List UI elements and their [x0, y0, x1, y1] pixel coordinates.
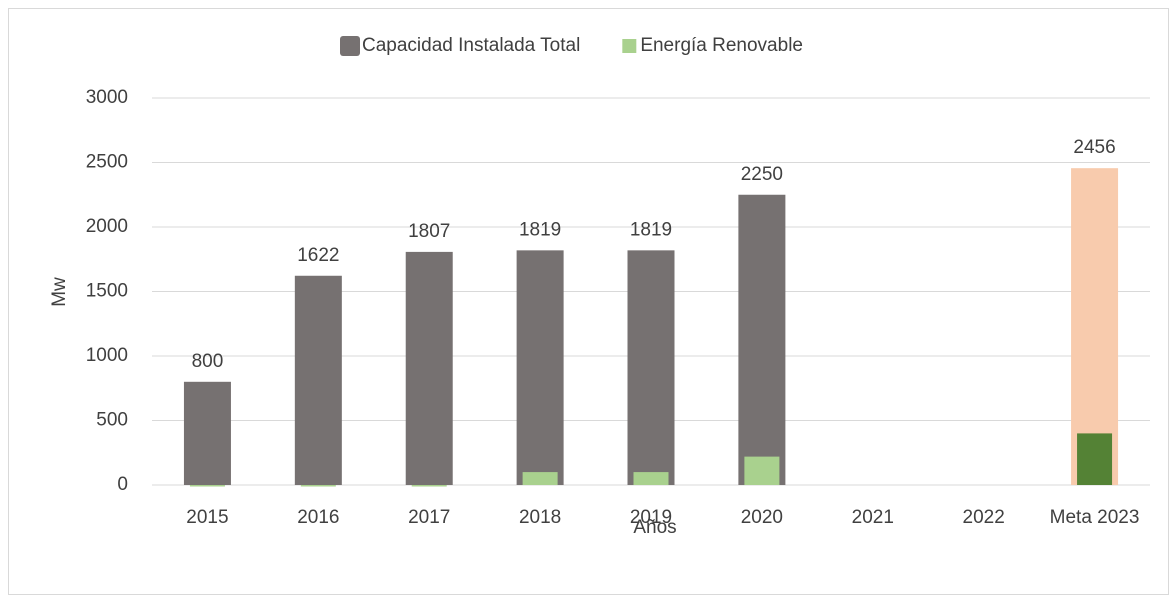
x-tick-label: 2016 [297, 507, 339, 528]
x-tick-label: 2015 [186, 507, 228, 528]
bar [300, 485, 336, 487]
legend-swatch [340, 36, 360, 56]
y-axis-label: Mw [49, 277, 70, 307]
data-label: 1807 [408, 221, 450, 242]
data-label: 1819 [519, 219, 561, 240]
bar [738, 194, 786, 485]
bar [411, 485, 447, 487]
legend-swatch [622, 39, 637, 53]
y-tick-label: 1500 [86, 281, 128, 302]
data-label: 800 [192, 351, 224, 372]
x-tick-label: 2019 [630, 507, 672, 528]
y-tick-label: 2500 [86, 152, 128, 173]
y-tick-label: 500 [96, 410, 128, 431]
data-label: 2250 [741, 164, 783, 185]
x-tick-label: 2018 [519, 507, 561, 528]
bar [516, 250, 564, 485]
legend-label: Capacidad Instalada Total [362, 35, 580, 56]
bar [189, 485, 225, 487]
x-tick-label: 2017 [408, 507, 450, 528]
y-tick-label: 0 [117, 474, 128, 495]
x-tick-label: 2022 [963, 507, 1005, 528]
bar [1071, 168, 1119, 485]
data-label: 1622 [297, 245, 339, 266]
bar [633, 472, 669, 485]
bar [1077, 433, 1113, 485]
chart-border [8, 8, 1169, 595]
x-tick-label: 2020 [741, 507, 783, 528]
data-label: 2456 [1073, 137, 1115, 158]
bar [522, 472, 558, 485]
y-tick-label: 3000 [86, 87, 128, 108]
bar [744, 456, 780, 485]
bar [627, 250, 675, 485]
bar [183, 381, 231, 485]
bar [405, 251, 453, 485]
x-axis-label: Años [633, 517, 676, 538]
y-tick-label: 1000 [86, 345, 128, 366]
x-tick-label: 2021 [852, 507, 894, 528]
data-label: 1819 [630, 219, 672, 240]
y-tick-label: 2000 [86, 216, 128, 237]
bar [294, 275, 342, 485]
x-tick-label: Meta 2023 [1050, 507, 1140, 528]
legend-label: Energía Renovable [640, 35, 803, 56]
